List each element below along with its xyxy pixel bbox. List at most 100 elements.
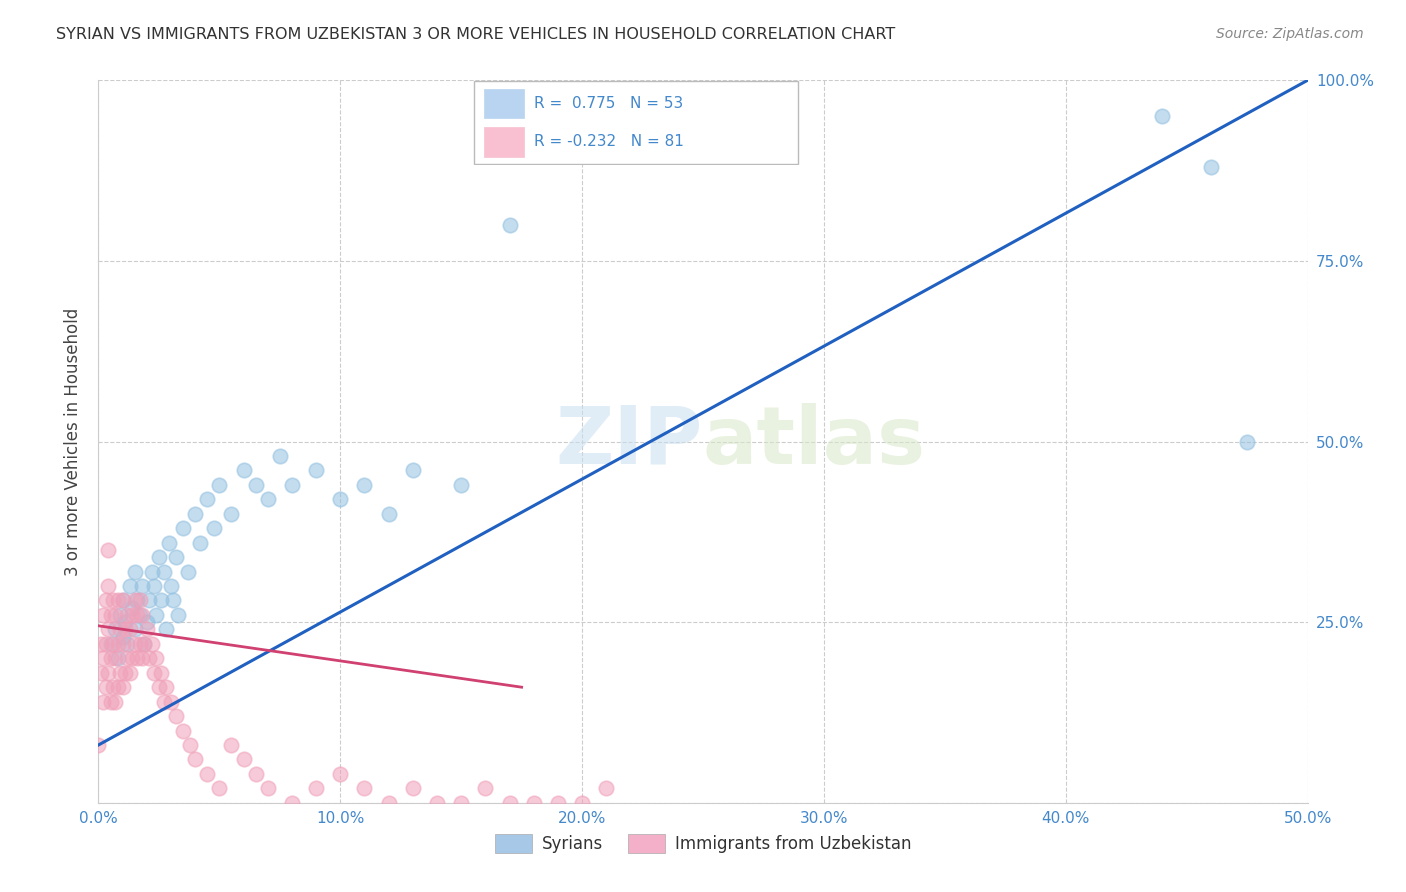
Point: [91, 607, 114, 622]
Point: [148, 680, 170, 694]
Point: [208, 478, 231, 492]
Point: [143, 579, 166, 593]
Point: [124, 565, 146, 579]
Point: [195, 767, 218, 781]
Point: [353, 478, 375, 492]
Point: [329, 492, 352, 507]
Point: [232, 463, 254, 477]
Point: [101, 680, 124, 694]
Point: [121, 651, 143, 665]
Legend: Syrians, Immigrants from Uzbekistan: Syrians, Immigrants from Uzbekistan: [488, 827, 918, 860]
Point: [167, 607, 190, 622]
Point: [450, 478, 472, 492]
Point: [305, 781, 328, 796]
Point: [108, 665, 131, 680]
Point: [188, 535, 211, 549]
Point: [124, 623, 146, 637]
Point: [111, 630, 134, 644]
Point: [155, 623, 177, 637]
Point: [100, 695, 122, 709]
Point: [281, 796, 304, 810]
Point: [131, 651, 153, 665]
Point: [94, 680, 117, 694]
Point: [269, 449, 291, 463]
Point: [97, 542, 120, 557]
Point: [305, 463, 328, 477]
Point: [353, 781, 375, 796]
Point: [138, 651, 160, 665]
Point: [523, 796, 546, 810]
Point: [134, 637, 156, 651]
Point: [221, 507, 243, 521]
Point: [377, 507, 399, 521]
Point: [256, 492, 278, 507]
Point: [152, 565, 174, 579]
Point: [195, 492, 218, 507]
Point: [256, 781, 278, 796]
Point: [160, 579, 183, 593]
Point: [128, 607, 150, 622]
Text: R =  0.775   N = 53: R = 0.775 N = 53: [534, 96, 683, 112]
Point: [232, 752, 254, 766]
Point: [184, 507, 207, 521]
Point: [107, 651, 129, 665]
Point: [117, 651, 139, 665]
Point: [402, 781, 425, 796]
Point: [208, 781, 231, 796]
Point: [107, 593, 129, 607]
Point: [117, 607, 139, 622]
Y-axis label: 3 or more Vehicles in Household: 3 or more Vehicles in Household: [63, 308, 82, 575]
Point: [172, 723, 194, 738]
Point: [245, 767, 267, 781]
Point: [498, 218, 520, 232]
Point: [143, 665, 166, 680]
Point: [245, 478, 267, 492]
Point: [101, 593, 124, 607]
Point: [107, 680, 129, 694]
Point: [124, 637, 146, 651]
Point: [165, 709, 187, 723]
Point: [104, 651, 127, 665]
Point: [204, 521, 226, 535]
Point: [474, 781, 496, 796]
Point: [1236, 434, 1258, 449]
FancyBboxPatch shape: [484, 89, 524, 119]
Point: [138, 593, 160, 607]
Point: [135, 623, 157, 637]
Point: [160, 695, 183, 709]
Point: [281, 478, 304, 492]
Point: [114, 665, 136, 680]
Point: [150, 665, 173, 680]
Point: [157, 535, 180, 549]
Point: [162, 593, 184, 607]
Point: [111, 593, 134, 607]
Point: [145, 607, 167, 622]
Point: [87, 738, 110, 752]
Point: [91, 651, 114, 665]
Point: [221, 738, 243, 752]
Point: [131, 579, 153, 593]
Point: [141, 565, 163, 579]
Point: [150, 593, 173, 607]
Point: [100, 651, 122, 665]
Point: [91, 695, 114, 709]
Point: [114, 623, 136, 637]
Point: [94, 593, 117, 607]
Point: [97, 579, 120, 593]
Point: [145, 651, 167, 665]
Point: [172, 521, 194, 535]
Text: R = -0.232   N = 81: R = -0.232 N = 81: [534, 134, 683, 149]
Point: [90, 637, 112, 651]
FancyBboxPatch shape: [484, 127, 524, 157]
Point: [108, 623, 131, 637]
Point: [141, 637, 163, 651]
Point: [101, 637, 124, 651]
Point: [547, 796, 569, 810]
Point: [114, 615, 136, 630]
Point: [127, 607, 149, 622]
Point: [148, 550, 170, 565]
Point: [124, 593, 146, 607]
Point: [450, 796, 472, 810]
Point: [135, 615, 157, 630]
Text: SYRIAN VS IMMIGRANTS FROM UZBEKISTAN 3 OR MORE VEHICLES IN HOUSEHOLD CORRELATION: SYRIAN VS IMMIGRANTS FROM UZBEKISTAN 3 O…: [56, 27, 896, 42]
